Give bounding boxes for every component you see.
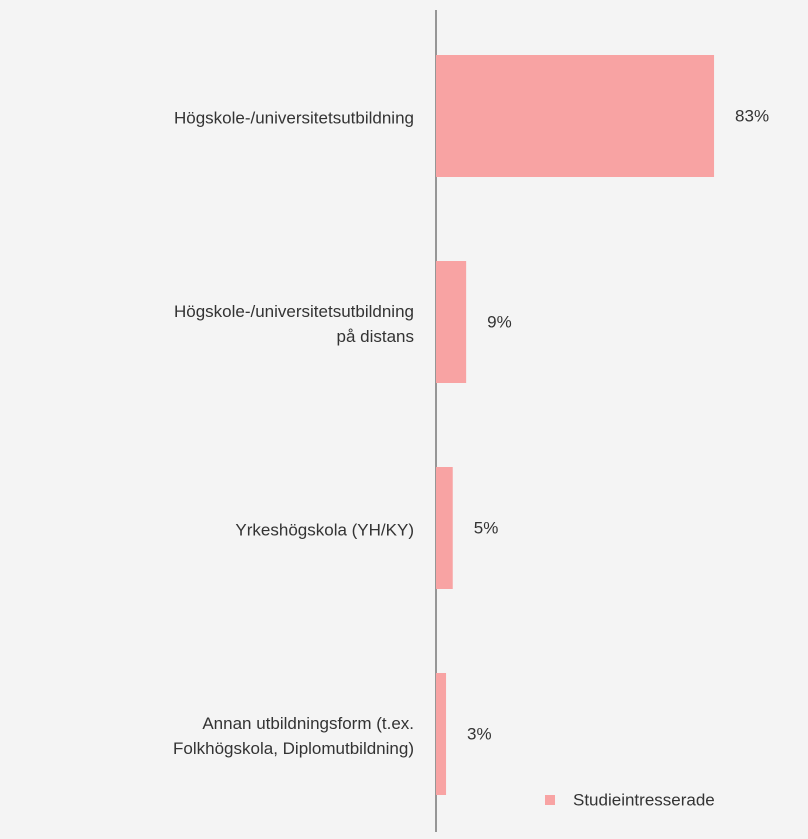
- category-label: Högskole-/universitetsutbildning: [173, 108, 414, 128]
- value-label: 83%: [735, 106, 769, 125]
- value-label: 9%: [487, 312, 512, 331]
- value-label: 5%: [474, 518, 499, 537]
- category-label: Yrkeshögskola (YH/KY): [235, 520, 414, 540]
- legend-swatch: [545, 795, 555, 805]
- bar: [436, 55, 715, 177]
- value-label: 3%: [467, 724, 492, 743]
- category-label: Högskole-/universitetsutbildning på dist…: [173, 302, 414, 346]
- bar: [436, 261, 467, 383]
- legend-label: Studieintresserade: [573, 790, 715, 809]
- bar: [436, 673, 447, 795]
- category-label: Annan utbildningsform (t.ex. Folkhögskol…: [173, 714, 414, 758]
- bar: [436, 467, 453, 589]
